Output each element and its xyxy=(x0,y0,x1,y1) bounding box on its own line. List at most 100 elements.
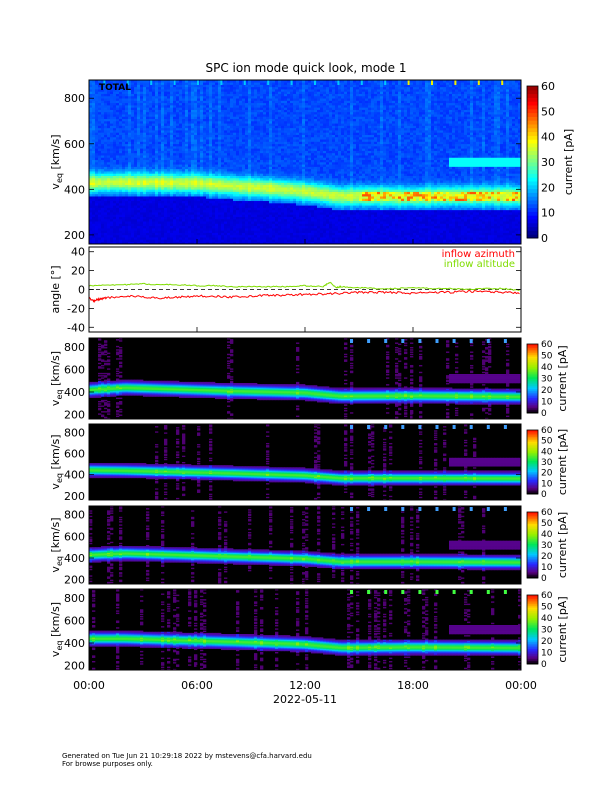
heatmap-cell xyxy=(290,191,294,195)
heatmap-cell xyxy=(233,155,237,158)
heatmap-cell xyxy=(296,218,300,222)
heatmap-cell xyxy=(98,141,102,145)
heatmap-cell xyxy=(98,193,102,197)
heatmap-cell xyxy=(164,102,168,106)
heatmap-cell xyxy=(158,182,162,186)
heatmap-cell xyxy=(89,216,93,220)
heatmap-cell xyxy=(113,157,117,161)
heatmap-cell xyxy=(281,228,285,231)
heatmap-cell xyxy=(104,143,108,147)
heatmap-cell xyxy=(236,132,240,135)
heatmap-cell xyxy=(107,218,111,222)
heatmap-cell xyxy=(242,171,246,174)
heatmap-cell xyxy=(284,89,288,92)
heatmap-cell xyxy=(242,125,246,129)
heatmap-cell xyxy=(281,175,285,179)
heatmap-cell xyxy=(269,93,273,97)
heatmap-cell xyxy=(203,143,207,147)
heatmap-cell xyxy=(218,184,222,188)
heatmap-cell xyxy=(92,100,96,104)
heatmap-cell xyxy=(110,198,114,202)
heatmap-cell xyxy=(215,121,219,124)
heatmap-cell xyxy=(101,152,105,156)
heatmap-cell xyxy=(113,132,117,135)
heatmap-cell xyxy=(293,98,297,101)
heatmap-cell xyxy=(281,166,285,170)
heatmap-cell xyxy=(155,157,159,161)
heatmap-cell xyxy=(197,155,201,158)
heatmap-cell xyxy=(284,143,288,147)
heatmap-cell xyxy=(182,118,186,122)
heatmap-cell xyxy=(137,214,141,217)
heatmap-cell xyxy=(107,91,111,94)
heatmap-cell xyxy=(239,125,243,129)
heatmap-cell xyxy=(110,207,114,211)
heatmap-cell xyxy=(284,196,288,199)
heatmap-cell xyxy=(230,150,234,154)
heatmap-cell xyxy=(200,168,204,172)
heatmap-cell xyxy=(122,239,126,243)
heatmap-cell xyxy=(119,189,123,192)
heatmap-cell xyxy=(101,207,105,211)
heatmap-cell xyxy=(182,157,186,161)
heatmap-cell xyxy=(212,237,216,240)
heatmap-cell xyxy=(182,207,186,211)
heatmap-cell xyxy=(260,125,264,129)
heatmap-cell xyxy=(293,207,297,211)
heatmap-cell xyxy=(242,114,246,117)
heatmap-cell xyxy=(197,241,201,245)
heatmap-cell xyxy=(245,150,249,154)
heatmap-cell xyxy=(230,102,234,106)
heatmap-cell xyxy=(272,162,276,165)
heatmap-cell xyxy=(284,125,288,129)
heatmap-cell xyxy=(209,114,213,117)
heatmap-cell xyxy=(203,152,207,156)
heatmap-cell xyxy=(218,164,222,167)
heatmap-cell xyxy=(284,111,288,115)
heatmap-cell xyxy=(206,125,210,129)
heatmap-cell xyxy=(278,100,282,104)
heatmap-cell xyxy=(137,162,141,165)
heatmap-cell xyxy=(260,159,264,163)
heatmap-cell xyxy=(164,225,168,229)
heatmap-cell xyxy=(203,114,207,117)
heatmap-cell xyxy=(110,80,114,83)
heatmap-cell xyxy=(206,180,210,183)
heatmap-cell xyxy=(230,221,234,224)
heatmap-cell xyxy=(236,200,240,204)
heatmap-cell xyxy=(224,184,228,188)
heatmap-cell xyxy=(263,216,267,220)
heatmap-cell xyxy=(170,171,174,174)
heatmap-cell xyxy=(227,239,231,243)
heatmap-cell xyxy=(227,212,231,215)
heatmap-cell xyxy=(290,111,294,115)
heatmap-cell xyxy=(236,121,240,124)
heatmap-cell xyxy=(251,237,255,240)
heatmap-cell xyxy=(176,212,180,215)
heatmap-cell xyxy=(233,221,237,224)
heatmap-cell xyxy=(200,241,204,245)
heatmap-cell xyxy=(116,214,120,217)
heatmap-cell xyxy=(110,118,114,122)
heatmap-cell xyxy=(149,98,153,101)
heatmap-cell xyxy=(221,125,225,129)
heatmap-cell xyxy=(224,100,228,104)
heatmap-cell xyxy=(89,139,93,142)
heatmap-cell xyxy=(290,100,294,104)
heatmap-cell xyxy=(122,187,126,190)
heatmap-cell xyxy=(230,173,234,176)
heatmap-cell xyxy=(182,130,186,133)
heatmap-cell xyxy=(143,121,147,124)
heatmap-cell xyxy=(236,166,240,170)
heatmap-cell xyxy=(119,223,123,227)
heatmap-cell xyxy=(200,184,204,188)
heatmap-cell xyxy=(239,105,243,108)
heatmap-cell xyxy=(167,146,171,149)
heatmap-cell xyxy=(248,98,252,101)
heatmap-cell xyxy=(239,121,243,124)
heatmap-cell xyxy=(290,102,294,106)
heatmap-cell xyxy=(173,196,177,199)
heatmap-cell xyxy=(161,86,165,90)
heatmap-cell xyxy=(239,164,243,167)
heatmap-cell xyxy=(134,218,138,222)
